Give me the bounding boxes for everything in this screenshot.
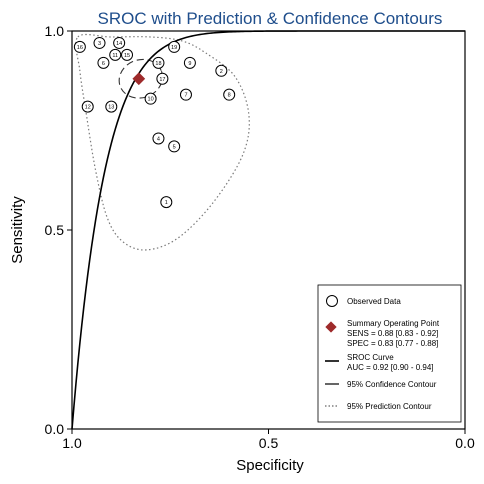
legend-label-observed: Observed Data [347, 297, 401, 306]
x-tick-label: 0.5 [259, 435, 279, 451]
prediction-contour [75, 33, 250, 251]
observed-point-label: 11 [112, 53, 118, 59]
observed-point-marker [121, 48, 134, 61]
y-axis-label: Sensitivity [9, 196, 26, 264]
observed-point-label: 2 [220, 69, 223, 75]
observed-point-marker [105, 100, 118, 113]
x-tick-label: 1.0 [62, 435, 82, 451]
legend-sroc-auc: AUC = 0.92 [0.90 - 0.94] [347, 363, 434, 372]
observed-point-label: 12 [85, 105, 91, 111]
observed-point-marker [152, 132, 165, 145]
x-axis-label: Specificity [236, 457, 304, 474]
legend-label-confidence: 95% Confidence Contour [347, 380, 437, 389]
observed-point-13: 13 [105, 100, 118, 113]
observed-point-label: 1 [165, 200, 168, 206]
legend-box [317, 284, 462, 423]
observed-point-marker [160, 196, 173, 209]
observed-point-19: 19 [168, 40, 181, 53]
x-tick-label: 0.0 [455, 435, 475, 451]
observed-point-label: 19 [171, 45, 177, 51]
legend-summary-spec: SPEC = 0.83 [0.77 - 0.88] [347, 339, 438, 348]
observed-point-16: 16 [73, 40, 86, 53]
summary-operating-point [132, 72, 146, 86]
observed-point-marker [109, 48, 122, 61]
observed-point-4: 4 [152, 132, 165, 145]
legend-summary-sens: SENS = 0.88 [0.83 - 0.92] [347, 329, 438, 338]
observed-point-marker [168, 40, 181, 53]
observed-point-18: 18 [152, 56, 165, 69]
observed-point-marker [93, 36, 106, 49]
y-tick-label: 0.5 [45, 222, 65, 238]
legend-label-summary: Summary Operating Point [347, 319, 440, 328]
y-tick-label: 1.0 [45, 23, 65, 39]
observed-point-8: 8 [223, 88, 236, 101]
observed-point-label: 17 [159, 77, 165, 83]
observed-point-12: 12 [81, 100, 94, 113]
summary-point-layer [132, 72, 146, 86]
observed-point-17: 17 [156, 72, 169, 85]
observed-point-marker [223, 88, 236, 101]
observed-point-marker [215, 64, 228, 77]
observed-point-label: 3 [98, 41, 101, 47]
observed-point-marker [81, 100, 94, 113]
observed-point-11: 11 [109, 48, 122, 61]
observed-point-5: 5 [168, 140, 181, 153]
observed-point-marker [113, 36, 126, 49]
observed-point-label: 18 [155, 61, 161, 67]
observed-point-7: 7 [179, 88, 192, 101]
observed-point-marker [183, 56, 196, 69]
observed-point-9: 9 [183, 56, 196, 69]
observed-point-marker [168, 140, 181, 153]
observed-point-marker [152, 56, 165, 69]
legend-label-sroc: SROC Curve [347, 353, 394, 362]
observed-point-marker [179, 88, 192, 101]
legend-label-prediction: 95% Prediction Contour [347, 402, 432, 411]
y-tick-label: 0.0 [45, 421, 65, 437]
observed-point-marker [144, 92, 157, 105]
observed-point-15: 15 [121, 48, 134, 61]
observed-point-2: 2 [215, 64, 228, 77]
observed-point-10: 10 [144, 92, 157, 105]
legend-circle-icon [326, 295, 338, 307]
legend-diamond-icon [325, 321, 337, 333]
observed-point-label: 4 [157, 136, 160, 142]
observed-point-6: 6 [97, 56, 110, 69]
observed-point-label: 13 [108, 105, 114, 111]
legend: Observed Data Summary Operating Point SE… [317, 284, 462, 423]
observed-point-label: 8 [228, 93, 231, 99]
observed-point-label: 6 [102, 61, 105, 67]
observed-point-label: 14 [116, 41, 122, 47]
observed-point-label: 7 [184, 93, 187, 99]
observed-point-1: 1 [160, 196, 173, 209]
observed-point-marker [73, 40, 86, 53]
observed-point-marker [156, 72, 169, 85]
observed-point-label: 10 [148, 97, 154, 103]
observed-point-label: 9 [188, 61, 191, 67]
chart-title: SROC with Prediction & Confidence Contou… [98, 9, 443, 28]
observed-point-label: 5 [173, 144, 176, 150]
observed-point-3: 3 [93, 36, 106, 49]
observed-point-14: 14 [113, 36, 126, 49]
axis-ticks: 1.0 0.5 0.0 0.0 0.5 1.0 [45, 23, 475, 451]
observed-point-marker [97, 56, 110, 69]
observed-point-label: 16 [77, 45, 83, 51]
observed-point-label: 15 [124, 53, 130, 59]
